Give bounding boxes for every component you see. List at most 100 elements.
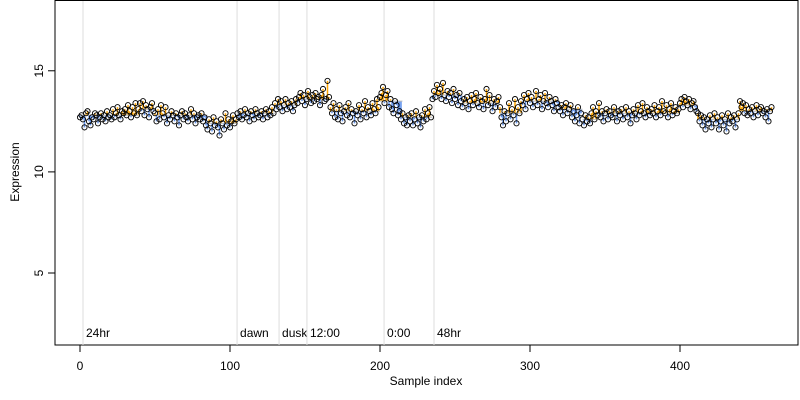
data-point bbox=[727, 114, 735, 121]
data-point bbox=[223, 122, 231, 129]
y-tick-label: 15 bbox=[32, 64, 46, 78]
data-point bbox=[373, 96, 381, 103]
data-point bbox=[552, 96, 559, 103]
data-point bbox=[361, 98, 369, 105]
data-point bbox=[613, 118, 621, 125]
data-point bbox=[376, 94, 384, 101]
data-point bbox=[358, 106, 366, 113]
data-point bbox=[757, 104, 765, 111]
data-point bbox=[399, 110, 406, 117]
y-tick-label: 5 bbox=[32, 269, 46, 276]
data-point bbox=[570, 108, 577, 115]
data-point bbox=[316, 102, 324, 109]
data-point bbox=[525, 89, 532, 97]
data-point bbox=[301, 102, 309, 109]
data-point bbox=[541, 89, 549, 97]
data-point bbox=[211, 122, 219, 129]
data-point bbox=[381, 100, 388, 107]
data-point bbox=[673, 110, 681, 117]
data-point bbox=[136, 100, 144, 107]
data-point bbox=[451, 96, 459, 103]
data-point bbox=[342, 104, 349, 111]
data-point bbox=[453, 91, 460, 99]
data-point bbox=[198, 110, 205, 117]
data-point bbox=[630, 106, 637, 113]
data-point bbox=[721, 116, 729, 123]
data-point bbox=[507, 116, 514, 123]
data-point bbox=[403, 122, 411, 129]
data-point bbox=[375, 104, 382, 111]
data-point bbox=[103, 108, 111, 115]
data-point bbox=[534, 102, 541, 109]
data-point bbox=[733, 116, 741, 123]
data-point bbox=[355, 102, 363, 109]
data-point bbox=[762, 114, 769, 121]
data-point bbox=[459, 104, 466, 111]
data-point bbox=[400, 120, 408, 127]
data-point bbox=[417, 124, 424, 131]
data-point bbox=[84, 108, 91, 115]
data-point bbox=[450, 85, 457, 93]
data-point bbox=[513, 120, 520, 127]
data-point bbox=[429, 96, 436, 103]
data-point bbox=[384, 87, 391, 95]
data-point bbox=[343, 112, 351, 119]
data-point bbox=[283, 106, 291, 113]
data-point bbox=[330, 100, 337, 107]
data-point bbox=[87, 122, 94, 129]
data-point bbox=[591, 116, 598, 123]
data-point bbox=[555, 104, 562, 111]
data-point bbox=[528, 94, 535, 101]
data-point bbox=[439, 79, 447, 86]
data-point bbox=[352, 108, 360, 115]
data-point bbox=[639, 100, 646, 107]
data-point bbox=[282, 96, 289, 103]
data-point bbox=[592, 108, 600, 115]
data-point bbox=[460, 96, 468, 103]
data-point bbox=[711, 110, 718, 117]
data-point bbox=[691, 104, 699, 111]
data-point bbox=[418, 112, 426, 119]
data-point bbox=[220, 126, 228, 133]
data-point bbox=[306, 94, 313, 101]
data-point bbox=[138, 108, 145, 115]
data-point bbox=[420, 118, 427, 125]
data-point bbox=[492, 104, 499, 111]
data-point bbox=[162, 104, 169, 111]
data-point bbox=[487, 100, 495, 107]
data-point bbox=[357, 116, 364, 123]
data-point bbox=[586, 120, 594, 127]
event-label: 0:00 bbox=[387, 326, 411, 340]
data-point bbox=[81, 124, 88, 131]
data-point bbox=[225, 116, 232, 123]
data-point bbox=[312, 89, 319, 97]
data-point bbox=[760, 108, 768, 115]
data-point bbox=[508, 106, 516, 113]
data-point bbox=[414, 120, 421, 127]
data-point bbox=[708, 124, 715, 131]
data-point bbox=[546, 94, 553, 101]
data-point bbox=[360, 110, 367, 117]
data-point bbox=[483, 85, 490, 93]
data-point bbox=[694, 110, 702, 117]
x-tick-label: 100 bbox=[220, 359, 240, 373]
data-point bbox=[271, 100, 279, 107]
data-point bbox=[504, 110, 511, 117]
data-point bbox=[432, 94, 439, 101]
data-point bbox=[667, 100, 675, 107]
data-point bbox=[396, 108, 403, 115]
data-point bbox=[610, 104, 618, 111]
data-point bbox=[415, 114, 423, 121]
data-point bbox=[130, 110, 138, 117]
data-point bbox=[79, 116, 87, 123]
data-point bbox=[448, 100, 456, 107]
event-label: 24hr bbox=[86, 326, 110, 340]
data-point bbox=[516, 110, 523, 117]
data-point bbox=[550, 108, 558, 115]
data-point bbox=[241, 106, 249, 113]
data-point bbox=[171, 118, 178, 125]
data-point bbox=[615, 108, 622, 115]
data-point bbox=[243, 114, 250, 121]
data-point bbox=[112, 110, 120, 117]
